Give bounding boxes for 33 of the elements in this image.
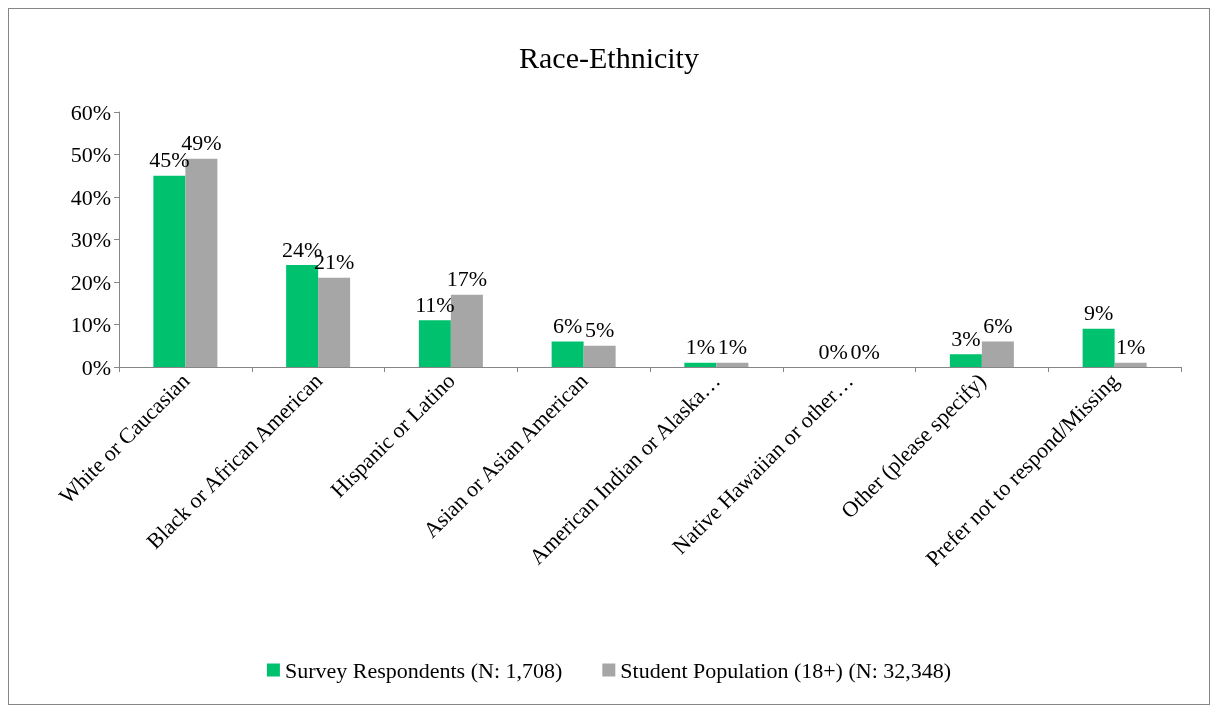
- data-label: 1%: [1115, 334, 1146, 360]
- bar: [716, 362, 749, 367]
- y-tick-label: 30%: [70, 227, 111, 252]
- bar: [981, 341, 1014, 367]
- y-tick-label: 40%: [70, 184, 111, 210]
- bar: [583, 345, 616, 367]
- y-tick-label: 50%: [70, 142, 111, 167]
- data-label: 1%: [717, 334, 748, 360]
- data-label: 0%: [850, 338, 880, 364]
- bar: [1114, 362, 1147, 367]
- bar: [949, 354, 982, 367]
- data-label: 5%: [584, 317, 615, 343]
- data-label: 1%: [685, 334, 716, 360]
- data-label: 6%: [983, 313, 1013, 338]
- y-tick-label: 20%: [70, 269, 111, 295]
- y-tick-label: 0%: [81, 354, 111, 380]
- bar: [418, 320, 451, 367]
- y-tick-label: 60%: [70, 99, 111, 125]
- data-label: 17%: [446, 266, 488, 292]
- bar: [153, 175, 186, 367]
- legend-label: Survey Respondents (N: 1,708): [284, 657, 563, 683]
- bar: [551, 341, 584, 367]
- data-label: 11%: [415, 291, 455, 317]
- legend-label: Student Population (18+) (N: 32,348): [620, 657, 952, 683]
- y-tick-label: 10%: [70, 312, 111, 337]
- data-label: 3%: [951, 325, 981, 351]
- bar: [1082, 328, 1115, 367]
- bar: [318, 277, 351, 367]
- bar: [684, 362, 717, 367]
- data-label: 0%: [818, 338, 848, 364]
- chart-title: Race-Ethnicity: [519, 40, 699, 74]
- data-label: 6%: [552, 313, 583, 338]
- data-label: 9%: [1083, 300, 1114, 326]
